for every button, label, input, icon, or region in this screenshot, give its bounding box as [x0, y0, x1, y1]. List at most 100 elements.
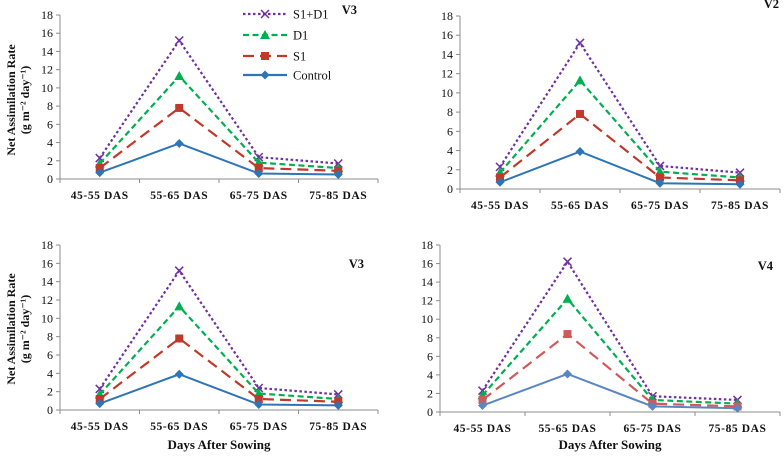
data-point-s1 [175, 103, 184, 112]
y-tick-label: 16 [421, 257, 433, 271]
series-line-d1 [98, 304, 339, 401]
y-tick-label: 10 [421, 312, 433, 326]
y-tick-label: 8 [47, 99, 53, 113]
data-point-s1-d1 [575, 38, 585, 48]
series-line-s1-d1 [98, 38, 339, 165]
chart-panel-2: 0 2 4 6 8 10 12 14 16 18 45-55 DAS 55-65 DAS 65-75 D… [441, 0, 781, 212]
y-tick-label: 12 [441, 67, 453, 81]
y-tick-label: 6 [47, 117, 53, 131]
x-tick-label: 65-75 DAS [230, 190, 288, 202]
series-line-control [482, 372, 738, 410]
data-point-s1 [254, 395, 263, 403]
x-tick-label: 55-65 DAS [150, 190, 208, 202]
data-point-control [333, 400, 343, 410]
series-line-s1-d1 [499, 40, 741, 174]
x-tick-label: 45-55 DAS [471, 200, 529, 212]
chart-panel-4: 0 2 4 6 8 10 12 14 16 18 45-55 DAS 55-65 DAS 65-75 D… [421, 238, 781, 452]
data-point-control [254, 169, 264, 179]
data-point-d1 [174, 301, 185, 311]
x-tick-label: 65-75 DAS [631, 200, 689, 212]
y-tick-label: 18 [421, 238, 433, 252]
legend-label-d1: D1 [293, 29, 308, 43]
data-point-s1 [478, 395, 487, 404]
y-tick-label: 10 [41, 81, 53, 95]
data-point-control [174, 138, 184, 148]
x-tick-label: 65-75 DAS [623, 423, 681, 435]
series-line-d1 [98, 74, 339, 170]
series-line-control [99, 142, 339, 176]
y-axis-units: (g m⁻² day⁻¹) [18, 66, 32, 135]
panel-title: V3 [342, 3, 357, 17]
data-point-control [333, 169, 343, 179]
x-tick-label: 75-85 DAS [711, 200, 769, 212]
x-axis-label: Days After Sowing [167, 437, 271, 452]
data-point-control [563, 369, 572, 379]
data-point-s1 [175, 334, 184, 343]
data-point-s1 [656, 173, 664, 182]
x-tick-label: 45-55 DAS [71, 190, 129, 202]
y-tick-label: 16 [41, 26, 53, 40]
x-tick-label: 75-85 DAS [309, 190, 367, 202]
data-point-d1 [655, 166, 665, 176]
y-tick-label: 18 [41, 8, 53, 22]
y-tick-label: 6 [427, 349, 433, 363]
data-point-s1-d1 [174, 35, 184, 46]
y-tick-label: 16 [41, 256, 53, 270]
x-tick-label: 55-65 DAS [551, 200, 609, 212]
y-axis-label: Net Assimilation Rate [4, 273, 18, 385]
legend-label-s1: S1 [293, 50, 306, 64]
y-tick-label: 0 [447, 182, 453, 196]
x-tick-label: 55-65 DAS [538, 423, 596, 435]
data-point-control [735, 179, 745, 189]
data-point-s1-d1 [174, 266, 184, 276]
y-tick-label: 8 [447, 105, 453, 119]
y-tick-label: 10 [41, 311, 53, 325]
data-point-control [733, 403, 742, 413]
y-tick-label: 16 [441, 28, 453, 42]
y-tick-label: 0 [427, 405, 433, 419]
y-tick-label: 0 [47, 403, 53, 417]
chart-panel-3: 0 2 4 6 8 10 12 14 16 18 45-55 DAS 55-65 DAS 65-75 D… [4, 238, 379, 452]
series-line-s1 [481, 332, 738, 408]
data-point-d1 [575, 75, 585, 85]
y-tick-label: 6 [447, 124, 453, 138]
panel-title: V2 [764, 0, 779, 11]
y-tick-label: 14 [41, 44, 53, 58]
series-line-s1-d1 [481, 259, 738, 402]
data-point-control [95, 399, 105, 409]
data-point-s1 [95, 164, 104, 173]
data-point-d1 [562, 293, 573, 303]
y-axis-label: Net Assimilation Rate [4, 44, 18, 156]
legend-marker-control [260, 70, 270, 80]
y-tick-label: 8 [47, 330, 53, 344]
x-tick-label: 65-75 DAS [230, 421, 288, 433]
data-point-control [575, 147, 585, 157]
data-point-control [495, 177, 505, 187]
data-point-s1 [496, 173, 504, 182]
series-line-s1-d1 [98, 268, 339, 396]
x-tick-label: 75-85 DAS [708, 423, 766, 435]
y-tick-label: 14 [41, 275, 53, 289]
y-tick-label: 8 [427, 331, 433, 345]
data-point-s1 [254, 164, 263, 173]
data-point-s1-d1 [562, 257, 573, 267]
y-tick-label: 12 [41, 63, 53, 77]
data-point-s1 [95, 395, 104, 403]
y-tick-label: 12 [41, 293, 53, 307]
y-tick-label: 14 [441, 47, 453, 61]
y-tick-label: 18 [441, 9, 453, 23]
y-tick-label: 4 [47, 136, 53, 150]
x-axis-label: Days After Sowing [558, 437, 662, 452]
y-tick-label: 14 [421, 275, 433, 289]
data-point-s1 [576, 110, 584, 119]
x-tick-label: 55-65 DAS [150, 421, 208, 433]
data-point-control [254, 400, 264, 409]
data-point-control [648, 401, 657, 411]
chart-panel-1: 0 2 4 6 8 10 12 14 16 18 45-55 DAS 55-65 DAS 65-75 D… [4, 3, 379, 202]
y-tick-label: 4 [47, 366, 53, 380]
data-point-s1 [563, 330, 572, 339]
data-point-d1 [174, 71, 185, 81]
y-tick-label: 2 [447, 163, 453, 177]
legend-marker-s1-d1 [260, 9, 270, 19]
x-tick-label: 45-55 DAS [453, 423, 511, 435]
